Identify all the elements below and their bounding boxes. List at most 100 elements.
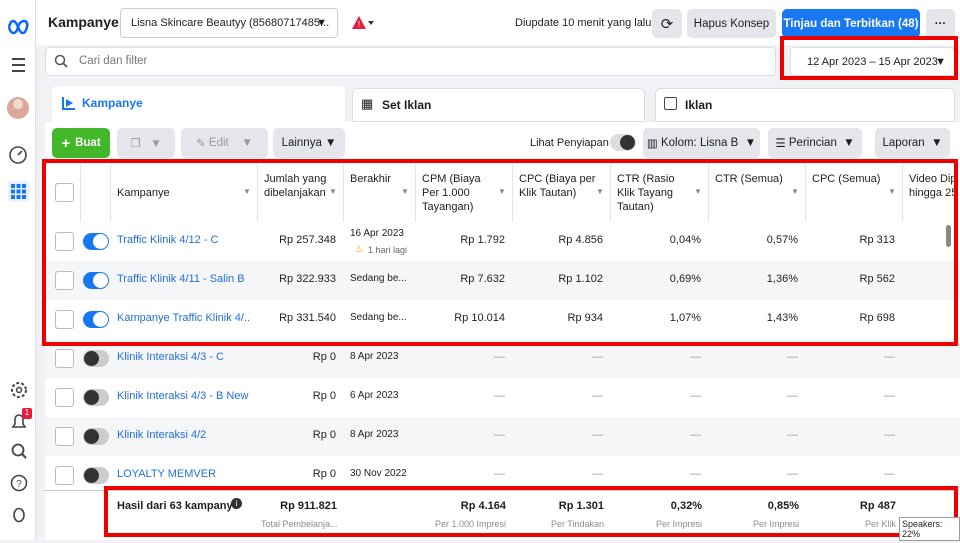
campaign-name[interactable]: Traffic Klinik 4/11 - Salin B: [117, 273, 245, 285]
cell-value: —: [884, 351, 895, 363]
column-header[interactable]: Video Dip hingga 25: [909, 173, 958, 199]
cell-value: —: [494, 468, 505, 480]
sort-arrow: ▼: [329, 187, 337, 196]
cell-value: Rp 7.632: [460, 273, 505, 285]
tab-label: Set Iklan: [382, 98, 432, 112]
row-checkbox[interactable]: [55, 427, 74, 446]
column-header[interactable]: CTR (Rasio Klik Tayang Tautan): [617, 173, 675, 213]
column-header[interactable]: Berakhir: [350, 173, 391, 185]
campaign-name[interactable]: Klinik Interaksi 4/3 - B New: [117, 390, 249, 402]
cell-value: 6 Apr 2023: [350, 390, 399, 401]
sort-arrow: ▼: [498, 187, 506, 196]
toggle-knob: [84, 429, 99, 444]
edit-button[interactable]: ✎ Edit ▼: [181, 128, 268, 158]
cell-value: Rp 934: [567, 312, 603, 324]
row-checkbox[interactable]: [55, 388, 74, 407]
cell-value: 30 Nov 2022: [350, 468, 407, 479]
total-value: 0,32%: [670, 500, 702, 512]
tab[interactable]: Iklan: [655, 88, 955, 122]
search-bar[interactable]: Cari dan filter: [45, 47, 776, 76]
cell-value: —: [494, 429, 505, 441]
campaign-name[interactable]: LOYALTY MEMVER: [117, 468, 217, 480]
cell-value: —: [690, 429, 701, 441]
reports-button[interactable]: Laporan ▼: [875, 128, 950, 158]
cell-value: 16 Apr 2023: [350, 228, 404, 239]
row-toggle[interactable]: [83, 350, 109, 367]
create-label: Buat: [75, 137, 101, 149]
campaign-name[interactable]: Traffic Klinik 4/12 - C: [117, 234, 219, 246]
cell-value: Rp 331.540: [279, 312, 336, 324]
search-icon: [54, 54, 68, 68]
publish-button[interactable]: Tinjau dan Terbitkan (48): [782, 9, 920, 38]
row-toggle[interactable]: [83, 467, 109, 484]
cell-value: Sedang be...: [350, 273, 407, 284]
more-label: Lainnya: [281, 137, 322, 149]
info-icon: i: [231, 498, 242, 509]
refresh-button[interactable]: ⟳: [652, 9, 682, 38]
cell-value: —: [884, 429, 895, 441]
cell-value: 1,36%: [766, 273, 798, 285]
svg-text:?: ?: [16, 479, 22, 490]
warning-icon[interactable]: !: [352, 15, 374, 31]
cell-value: —: [884, 468, 895, 480]
column-header[interactable]: CPM (Biaya Per 1.000 Tayangan): [422, 173, 481, 213]
cell-value: 1,07%: [669, 312, 701, 324]
cell-value: Rp 10.014: [454, 312, 505, 324]
column-header[interactable]: CPC (Biaya per Klik Tautan): [519, 173, 596, 199]
column-header[interactable]: CPC (Semua): [812, 173, 881, 185]
columns-button[interactable]: ▥ Kolom: Lisna B ▼: [643, 128, 760, 158]
more-actions-button[interactable]: Lainnya ▼: [273, 128, 345, 158]
toggle-knob: [93, 234, 108, 249]
total-value: Rp 1.301: [558, 500, 604, 512]
column-header[interactable]: Jumlah yang dibelanjakan: [264, 173, 327, 199]
cell-value: 8 Apr 2023: [350, 429, 399, 440]
campaign-name[interactable]: Klinik Interaksi 4/3 - C: [117, 351, 224, 363]
row-checkbox[interactable]: [55, 310, 74, 329]
create-button[interactable]: + Buat: [52, 128, 110, 158]
total-caption: Total Pembelanja...: [261, 519, 337, 529]
cell-value: —: [494, 351, 505, 363]
duplicate-button[interactable]: ❐ ▼: [117, 128, 175, 158]
cell-value: —: [592, 390, 603, 402]
row-toggle[interactable]: [83, 389, 109, 406]
reports-label: Laporan: [882, 137, 925, 149]
row-checkbox[interactable]: [55, 232, 74, 251]
discard-button[interactable]: Hapus Konsep: [687, 9, 776, 38]
sidebar: ? 1: [0, 0, 36, 540]
total-caption: Per Impresi: [752, 519, 799, 529]
sort-arrow: ▼: [243, 187, 251, 196]
row-toggle[interactable]: [83, 428, 109, 445]
tab-active[interactable]: Kampanye: [52, 86, 345, 126]
cell-value: —: [690, 351, 701, 363]
row-toggle[interactable]: [83, 311, 109, 328]
view-setup-toggle[interactable]: [610, 134, 636, 151]
account-selector[interactable]: Lisna Skincare Beautyy (85680717485... ▼: [120, 8, 338, 38]
row-checkbox[interactable]: [55, 349, 74, 368]
tab-label: Iklan: [685, 98, 713, 112]
toggle-knob: [84, 468, 99, 483]
date-picker[interactable]: 12 Apr 2023 – 15 Apr 2023 ▼: [790, 47, 955, 76]
row-toggle[interactable]: [83, 233, 109, 250]
total-caption: Per Tindakan: [550, 519, 604, 529]
total-value: Rp 487: [859, 500, 896, 512]
update-status: Diupdate 10 menit yang lalu: [515, 17, 652, 29]
totals-label: Hasil dari 63 kampanye: [117, 500, 239, 512]
more-button[interactable]: ···: [926, 9, 955, 38]
column-header[interactable]: CTR (Semua): [715, 173, 783, 185]
cell-value: —: [884, 390, 895, 402]
cell-value: Rp 1.792: [460, 234, 505, 246]
campaign-name[interactable]: Kampanye Traffic Klinik 4/...: [117, 312, 250, 324]
campaign-name[interactable]: Klinik Interaksi 4/2: [117, 429, 207, 441]
view-setup-label: Lihat Penyiapan: [530, 137, 609, 149]
tab[interactable]: ▦ Set Iklan: [352, 88, 645, 122]
column-header[interactable]: Kampanye: [117, 187, 170, 199]
row-checkbox[interactable]: [55, 466, 74, 485]
breakdown-button[interactable]: ☰ Perincian ▼: [768, 128, 862, 158]
scrollbar: [946, 225, 951, 247]
row-toggle[interactable]: [83, 272, 109, 289]
table-row: [45, 222, 960, 262]
cell-value: Rp 0: [312, 429, 336, 441]
header-checkbox[interactable]: [55, 183, 74, 202]
campaign-table: Kampanye ▼ Jumlah yang dibelanjakan ▼ Berakh…: [45, 163, 960, 540]
row-checkbox[interactable]: [55, 271, 74, 290]
